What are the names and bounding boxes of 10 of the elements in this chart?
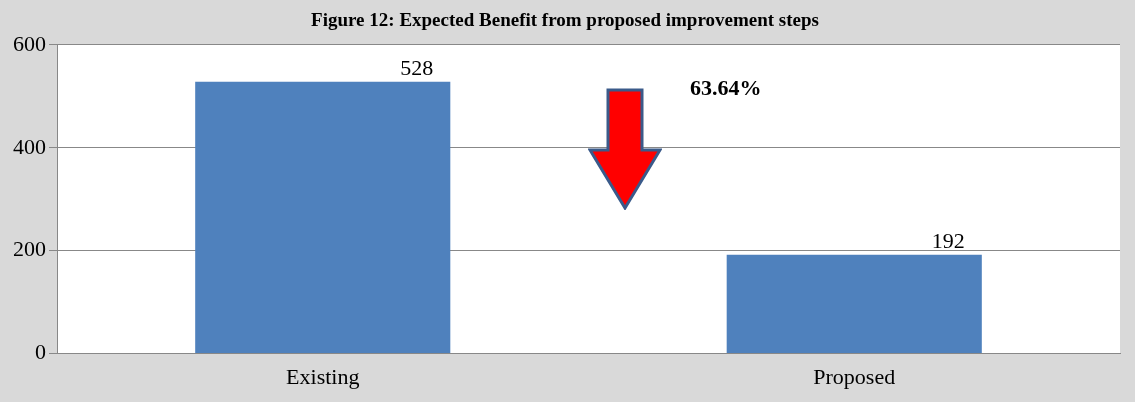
y-tick-label: 400: [13, 133, 46, 159]
y-tick-label: 200: [13, 236, 46, 262]
chart-title: Figure 12: Expected Benefit from proposed improvement steps: [311, 9, 819, 31]
annotation: 63.64%: [690, 75, 762, 101]
y-tick-label: 0: [35, 339, 46, 365]
y-tick-label: 600: [13, 30, 46, 56]
data-label: 192: [931, 227, 965, 253]
x-tick-label: Proposed: [813, 363, 896, 389]
x-tick-label: Existing: [286, 363, 360, 389]
data-label: 528: [400, 54, 434, 80]
